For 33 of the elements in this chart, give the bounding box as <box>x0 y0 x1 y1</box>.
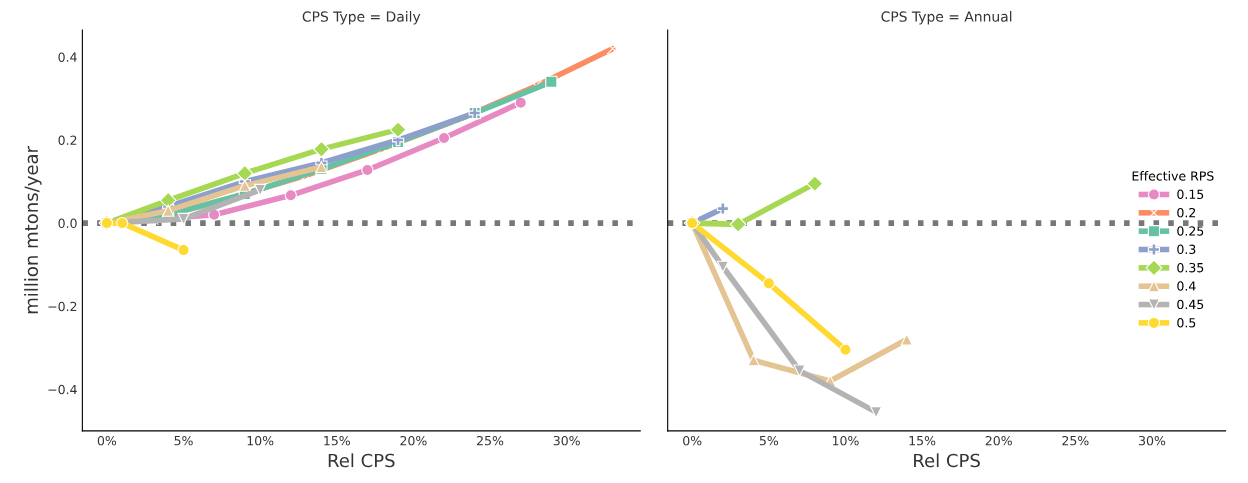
x-tick-label: 5% <box>759 435 779 446</box>
legend-title: Effective RPS <box>1132 171 1214 181</box>
x-tick-label: 25% <box>477 435 504 446</box>
y-tick-label: 0.4 <box>58 52 77 62</box>
x-tick-label: 20% <box>985 435 1012 446</box>
legend-label: 0.2 <box>1177 207 1196 218</box>
legend-label: 0.15 <box>1177 189 1204 200</box>
chart-title: CPS Type = Daily <box>302 11 421 25</box>
y-tick-label: −0.4 <box>48 384 77 395</box>
x-tick-label: 15% <box>909 435 936 446</box>
x-tick-label: 0% <box>683 435 702 446</box>
legend-label: 0.45 <box>1177 299 1204 310</box>
y-tick-label: 0.2 <box>58 135 77 145</box>
x-tick-label: 20% <box>400 435 427 446</box>
x-axis-title: Rel CPS <box>914 453 980 468</box>
x-tick-label: 25% <box>1062 435 1089 446</box>
legend-label: 0.25 <box>1177 226 1204 236</box>
x-tick-label: 10% <box>832 435 859 446</box>
x-tick-label: 30% <box>553 435 580 446</box>
x-tick-label: 30% <box>1139 435 1166 446</box>
legend-label: 0.3 <box>1177 244 1196 255</box>
y-tick-label: −0.2 <box>48 301 77 312</box>
legend-label: 0.35 <box>1177 262 1204 273</box>
y-axis-title: million mtons/year <box>24 145 42 314</box>
x-tick-label: 15% <box>324 435 350 446</box>
chart-title: CPS Type = Annual <box>881 11 1012 25</box>
legend-label: 0.4 <box>1177 281 1196 291</box>
legend-label: 0.5 <box>1177 318 1196 328</box>
y-tick-label: 0.0 <box>58 218 77 229</box>
x-axis-title: Rel CPS <box>328 453 395 468</box>
x-tick-label: 5% <box>174 435 193 446</box>
x-tick-label: 0% <box>97 435 117 446</box>
x-tick-label: 10% <box>247 435 274 446</box>
